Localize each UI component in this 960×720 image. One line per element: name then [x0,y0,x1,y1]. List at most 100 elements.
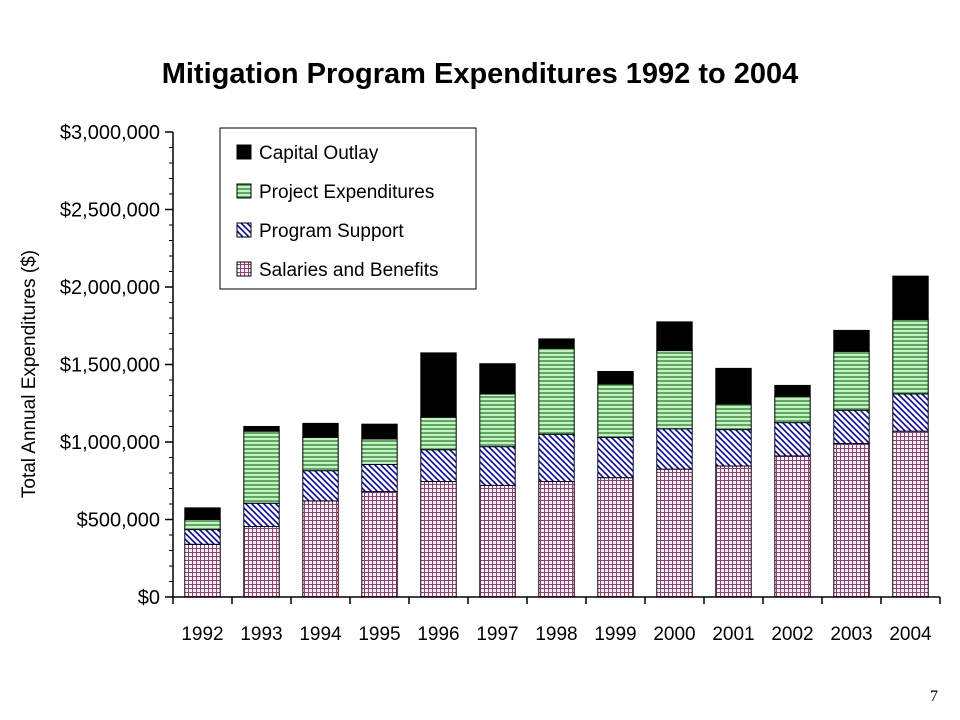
y-tick-label: $1,500,000 [60,355,160,377]
bar-segment [302,500,339,598]
bar-stack-1993 [243,426,280,598]
bar-stack-1992 [184,507,221,598]
bar-segment [538,433,575,483]
chart-title: Mitigation Program Expenditures 1992 to … [162,58,799,90]
legend: Capital Outlay Project Expenditures Progra… [219,127,477,290]
bar-segment [184,507,221,520]
legend-swatch [236,183,252,199]
bar-segment [774,384,811,397]
x-tick-label: 2004 [889,624,932,645]
bar-segment [892,430,929,598]
y-axis-label: Total Annual Expenditures ($) [19,250,40,498]
bar-segment [597,477,634,598]
y-tick-label: $2,000,000 [60,277,160,299]
bar-segment [833,409,870,445]
bar-segment [184,519,221,531]
bar-segment [774,395,811,424]
bar-stack-2004 [892,275,929,598]
bar-segment [892,275,929,321]
bar-segment [420,416,457,451]
bar-segment [420,481,457,598]
bar-segment [184,529,221,545]
bar-segment [538,338,575,349]
bar-segment [715,465,752,598]
x-tick-label: 2001 [712,624,754,645]
bar-segment [479,484,516,598]
legend-swatch [236,144,252,160]
bar-segment [597,370,634,385]
bar-stack-2001 [715,367,752,598]
bar-segment [656,321,693,352]
bar-segment [479,446,516,486]
bar-segment [420,352,457,418]
x-tick-label: 1996 [417,624,459,645]
bar-segment [656,468,693,598]
bar-segment [833,350,870,411]
bars [184,275,929,598]
bar-stack-1997 [479,363,516,598]
bar-segment [302,422,339,438]
bar-stack-1999 [597,370,634,598]
bar-stack-2003 [833,329,870,598]
bar-segment [597,436,634,479]
x-tick-label: 1992 [181,624,223,645]
x-tick-label: 2000 [653,624,695,645]
x-tick-label: 1999 [594,624,636,645]
page-number: 7 [930,688,938,705]
bar-segment [892,393,929,432]
bar-segment [833,329,870,352]
x-tick-label: 1993 [240,624,282,645]
y-tick-label: $0 [138,587,160,609]
y-axis: $0 $500,000 $1,000,000 $1,500,000 $2,000,000… [60,122,174,609]
y-tick-label: $3,000,000 [60,122,160,144]
bar-segment [715,367,752,405]
bar-stack-2000 [656,321,693,598]
bar-segment [479,363,516,395]
x-tick-label: 1997 [476,624,518,645]
bar-stack-1995 [361,423,398,598]
y-tick-label: $500,000 [77,510,160,532]
legend-swatch [236,222,252,238]
legend-box [219,127,477,290]
y-tick-label: $2,500,000 [60,200,160,222]
bar-segment [420,449,457,483]
bar-segment [361,491,398,598]
x-axis: 1992 1993 1994 1995 1996 1997 1998 1999 2000 2001… [172,596,941,645]
bar-segment [243,502,280,527]
bar-segment [361,463,398,493]
y-tick-label: $1,000,000 [60,432,160,454]
bar-segment [538,481,575,598]
bar-segment [656,350,693,430]
bar-segment [715,429,752,467]
bar-segment [361,438,398,465]
bar-segment [361,423,398,440]
bar-segment [656,428,693,470]
x-tick-label: 1994 [299,624,342,645]
bar-segment [184,543,221,598]
bar-segment [302,436,339,472]
bar-segment [243,430,280,504]
legend-label: Project Expenditures [259,182,434,203]
bar-stack-2002 [774,384,811,598]
bar-stack-1998 [538,338,575,598]
bar-segment [538,347,575,435]
x-tick-label: 1995 [358,624,400,645]
bar-stack-1996 [420,352,457,598]
bar-segment [302,470,339,502]
legend-label: Program Support [259,221,404,242]
x-tick-label: 1998 [535,624,577,645]
x-tick-label: 2002 [771,624,813,645]
bar-segment [892,319,929,395]
bar-segment [774,455,811,598]
bar-segment [243,525,280,598]
legend-swatch [236,261,252,277]
bar-segment [597,383,634,438]
legend-label: Capital Outlay [259,143,379,164]
bar-segment [479,393,516,448]
legend-label: Salaries and Benefits [259,260,439,281]
bar-segment [833,443,870,598]
x-tick-label: 2003 [830,624,872,645]
bar-segment [774,422,811,457]
bar-stack-1994 [302,422,339,598]
